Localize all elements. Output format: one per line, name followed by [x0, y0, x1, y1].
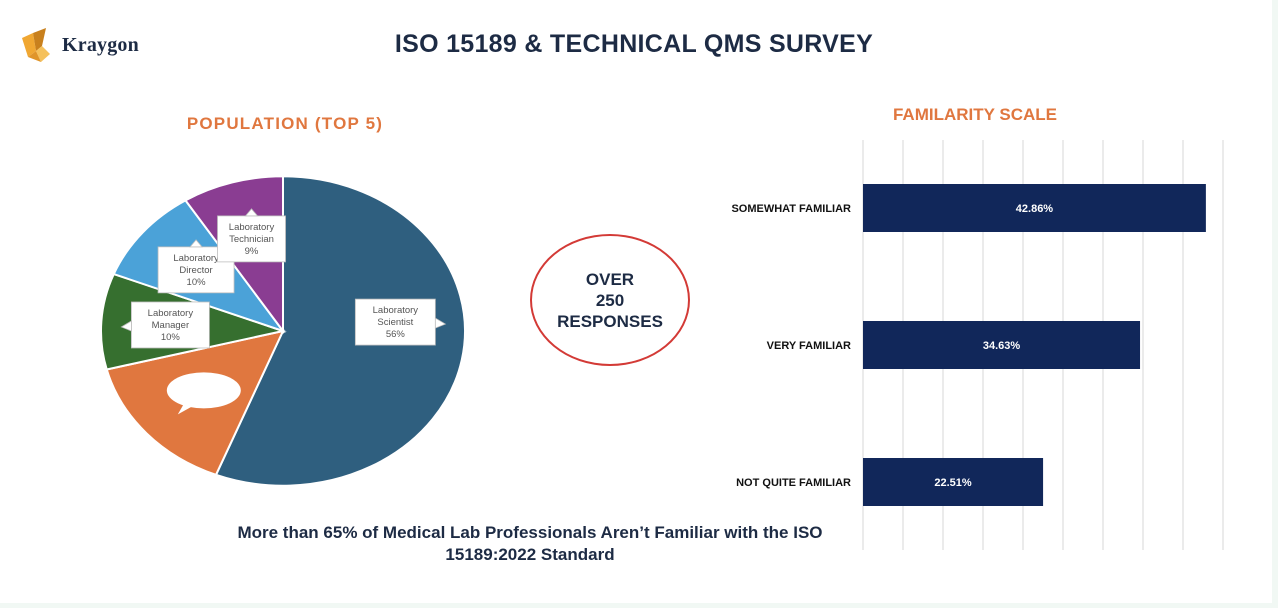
familiarity-bar-chart: SOMEWHAT FAMILIAR 42.86% VERY FAMILIAR 34.6… — [731, 140, 1224, 550]
callout-tail — [244, 208, 259, 217]
callout-tail — [189, 239, 203, 248]
caption-line-2: 15189:2022 Standard — [445, 545, 615, 564]
badge-line-1: OVER — [585, 269, 635, 289]
bar-category-label: VERY FAMILIAR — [767, 340, 851, 352]
bar-category-label: SOMEWHAT FAMILIAR — [731, 203, 851, 215]
bar-category-label: NOT QUITE FAMILIAR — [736, 477, 851, 489]
responses-badge: OVER 250 RESPONSES — [530, 234, 690, 366]
pie-slice-name-label: Director — [179, 265, 212, 276]
pie-slice-value-label: 9% — [245, 246, 259, 257]
kraygon-logo-icon — [22, 28, 50, 62]
pie-slice-name-label: Technician — [229, 234, 274, 245]
callout-tail — [177, 400, 196, 415]
pie-chart-title: POPULATION (TOP 5) — [186, 114, 384, 133]
pie-slice-value-label: 56% — [386, 329, 406, 340]
bar-somewhat-familiar — [863, 184, 1206, 232]
pie-slice-name-label: Manager — [152, 320, 190, 331]
pie-slice-laboratory-scientist — [214, 175, 466, 487]
population-pie-chart: LaboratoryScientist56%LaboratoryManager1… — [100, 175, 466, 487]
badge-line-2: 250 — [595, 290, 625, 310]
pie-slice-name-label: Scientist — [377, 317, 413, 328]
pie-slice-value-label: 10% — [161, 332, 181, 343]
pie-slice-value-label: 10% — [187, 277, 207, 288]
pie-slice-name-label: Laboratory — [148, 308, 194, 319]
badge-line-3: RESPONSES — [557, 311, 663, 331]
pie-slice-name-label: Laboratory — [173, 253, 219, 264]
pie-label-unlabeled-segment — [166, 372, 241, 415]
brand-name: Kraygon — [62, 33, 139, 56]
bar-value-label: 22.51% — [934, 477, 972, 489]
empty-callout-bubble — [166, 372, 241, 409]
brand-logo: Kraygon — [20, 26, 139, 64]
page-title: ISO 15189 & TECHNICAL QMS SURVEY — [394, 30, 874, 58]
callout-box — [217, 215, 286, 263]
bar-value-label: 34.63% — [983, 340, 1021, 352]
pie-slice-name-label: Laboratory — [229, 222, 275, 233]
bar-value-label: 42.86% — [1016, 203, 1054, 215]
caption-line-1: More than 65% of Medical Lab Professiona… — [237, 523, 823, 542]
summary-caption: More than 65% of Medical Lab Professiona… — [190, 522, 870, 566]
bar-chart-title: FAMILARITY SCALE — [892, 105, 1058, 124]
bar-not-quite-familiar — [863, 458, 1044, 506]
bar-very-familiar — [863, 321, 1141, 369]
callout-tail — [120, 320, 132, 332]
pie-slice-name-label: Laboratory — [373, 305, 419, 316]
callout-tail — [434, 317, 447, 329]
